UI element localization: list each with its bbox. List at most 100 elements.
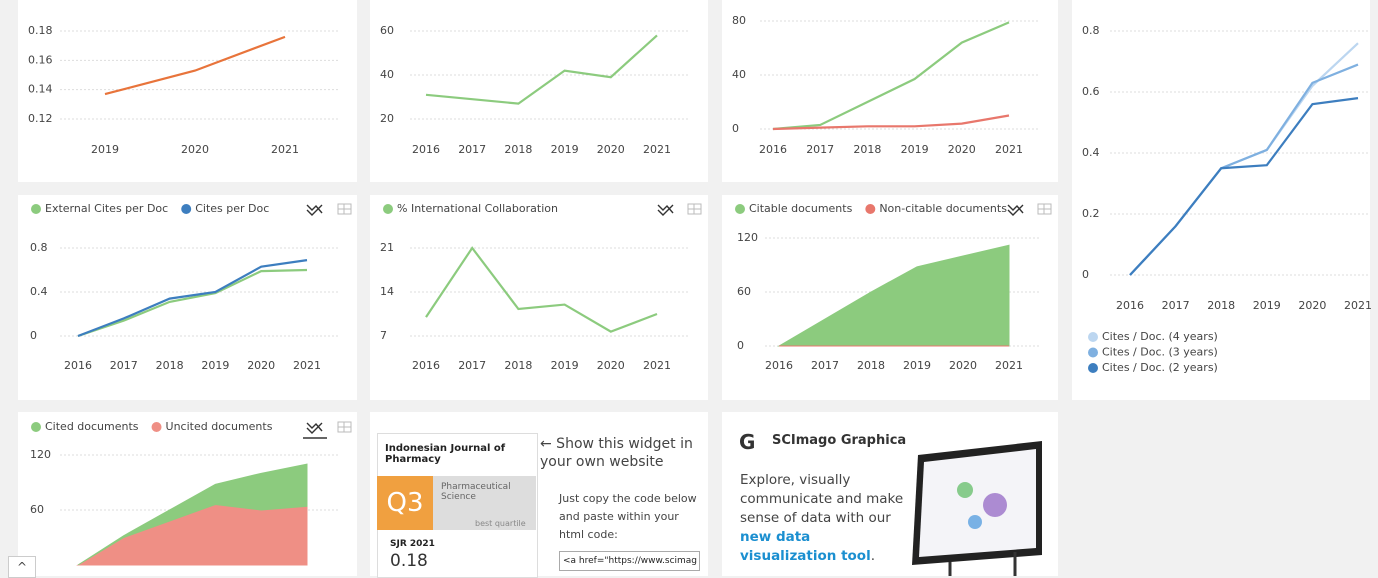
y-tick-label: 40 — [380, 68, 394, 81]
x-tick-label: 2017 — [806, 143, 834, 156]
x-tick-label: 2016 — [412, 359, 440, 372]
y-tick-label: 0.2 — [1082, 207, 1100, 220]
y-tick-label: 0 — [1082, 268, 1089, 281]
page: 0.120.140.160.18201920202021204060201620… — [0, 0, 1378, 576]
x-tick-label: 2019 — [903, 359, 931, 372]
x-tick-label: 2016 — [759, 143, 787, 156]
x-tick-label: 2016 — [64, 359, 92, 372]
y-tick-label: 0 — [30, 329, 37, 342]
graphica-end: . — [871, 548, 875, 564]
x-tick-label: 2020 — [247, 359, 275, 372]
graphica-title: SCImago Graphica — [772, 433, 906, 448]
legend-label: Uncited documents — [166, 420, 273, 433]
y-tick-label: 7 — [380, 329, 387, 342]
legend-marker — [152, 422, 162, 432]
legend-label: % International Collaboration — [397, 202, 558, 215]
x-tick-label: 2020 — [181, 143, 209, 156]
y-tick-label: 0 — [732, 122, 739, 135]
legend-marker — [735, 204, 745, 214]
monitor-screen — [919, 449, 1036, 557]
subject-category: Pharmaceutical Science — [441, 482, 521, 502]
screen-cluster — [983, 493, 1007, 517]
x-tick-label: 2021 — [1344, 299, 1372, 312]
y-tick-label: 60 — [737, 285, 751, 298]
legend-label: Cites / Doc. (2 years) — [1102, 361, 1218, 374]
legend-marker — [1088, 363, 1098, 373]
y-tick-label: 0.16 — [28, 53, 53, 66]
legend-marker — [31, 204, 41, 214]
x-tick-label: 2019 — [901, 143, 929, 156]
x-tick-label: 2018 — [504, 143, 532, 156]
quartile: Q3 — [377, 476, 433, 530]
y-tick-label: 60 — [380, 24, 394, 37]
sjr-label: SJR 2021 — [390, 539, 435, 549]
y-tick-label: 0.8 — [1082, 24, 1100, 37]
x-tick-label: 2016 — [1116, 299, 1144, 312]
x-tick-label: 2017 — [458, 359, 486, 372]
legend-marker — [383, 204, 393, 214]
y-tick-label: 0.18 — [28, 24, 53, 37]
x-tick-label: 2017 — [811, 359, 839, 372]
quartile-note: best quartile — [475, 519, 526, 528]
y-tick-label: 120 — [30, 448, 51, 461]
legend-label: Cites per Doc — [195, 202, 269, 215]
screen-cluster — [968, 515, 982, 529]
x-tick-label: 2021 — [293, 359, 321, 372]
x-tick-label: 2017 — [1162, 299, 1190, 312]
x-tick-label: 2017 — [110, 359, 138, 372]
legend-label: Cites / Doc. (4 years) — [1102, 330, 1218, 343]
x-tick-label: 2019 — [91, 143, 119, 156]
y-tick-label: 0.6 — [1082, 85, 1100, 98]
x-tick-label: 2020 — [1298, 299, 1326, 312]
x-tick-label: 2019 — [551, 143, 579, 156]
legend-label: Cites / Doc. (3 years) — [1102, 346, 1218, 359]
x-tick-label: 2020 — [949, 359, 977, 372]
legend-marker — [181, 204, 191, 214]
graphica-text: Explore, visually communicate and make s… — [740, 471, 905, 566]
widget-instructions: Just copy the code below and paste withi… — [559, 490, 704, 544]
y-tick-label: 0.14 — [28, 83, 53, 96]
x-tick-label: 2018 — [156, 359, 184, 372]
x-tick-label: 2016 — [765, 359, 793, 372]
x-tick-label: 2021 — [643, 359, 671, 372]
screen-cluster — [957, 482, 973, 498]
x-tick-label: 2021 — [271, 143, 299, 156]
legend-label: Cited documents — [45, 420, 139, 433]
y-tick-label: 40 — [732, 68, 746, 81]
y-tick-label: 20 — [380, 112, 394, 125]
y-tick-label: 120 — [737, 231, 758, 244]
legend-marker — [1088, 348, 1098, 358]
scroll-up-button[interactable]: ^ — [8, 556, 36, 578]
legend-label: Non-citable documents — [879, 202, 1007, 215]
x-tick-label: 2017 — [458, 143, 486, 156]
x-tick-label: 2018 — [504, 359, 532, 372]
y-tick-label: 21 — [380, 241, 394, 254]
x-tick-label: 2020 — [948, 143, 976, 156]
widget-code[interactable]: <a href="https://www.scimag — [559, 551, 700, 571]
legend-marker — [865, 204, 875, 214]
journal-name: Indonesian Journal of Pharmacy — [385, 443, 525, 465]
legend-marker — [1088, 332, 1098, 342]
legend-label: Citable documents — [749, 202, 853, 215]
x-tick-label: 2021 — [643, 143, 671, 156]
x-tick-label: 2020 — [597, 143, 625, 156]
x-tick-label: 2018 — [853, 143, 881, 156]
y-tick-label: 0 — [737, 339, 744, 352]
y-tick-label: 80 — [732, 14, 746, 27]
graphica-body: Explore, visually communicate and make s… — [740, 472, 903, 526]
x-tick-label: 2016 — [412, 143, 440, 156]
graphica-link[interactable]: new data visualization tool — [740, 529, 871, 564]
x-tick-label: 2021 — [995, 359, 1023, 372]
y-tick-label: 0.4 — [30, 285, 48, 298]
sjr-value: 0.18 — [390, 551, 428, 571]
y-tick-label: 14 — [380, 285, 394, 298]
x-tick-label: 2019 — [201, 359, 229, 372]
legend-marker — [31, 422, 41, 432]
x-tick-label: 2018 — [1207, 299, 1235, 312]
graphica-logo: G — [739, 430, 755, 454]
y-tick-label: 0.12 — [28, 112, 53, 125]
y-tick-label: 0.4 — [1082, 146, 1100, 159]
x-tick-label: 2019 — [1253, 299, 1281, 312]
x-tick-label: 2019 — [551, 359, 579, 372]
x-tick-label: 2020 — [597, 359, 625, 372]
